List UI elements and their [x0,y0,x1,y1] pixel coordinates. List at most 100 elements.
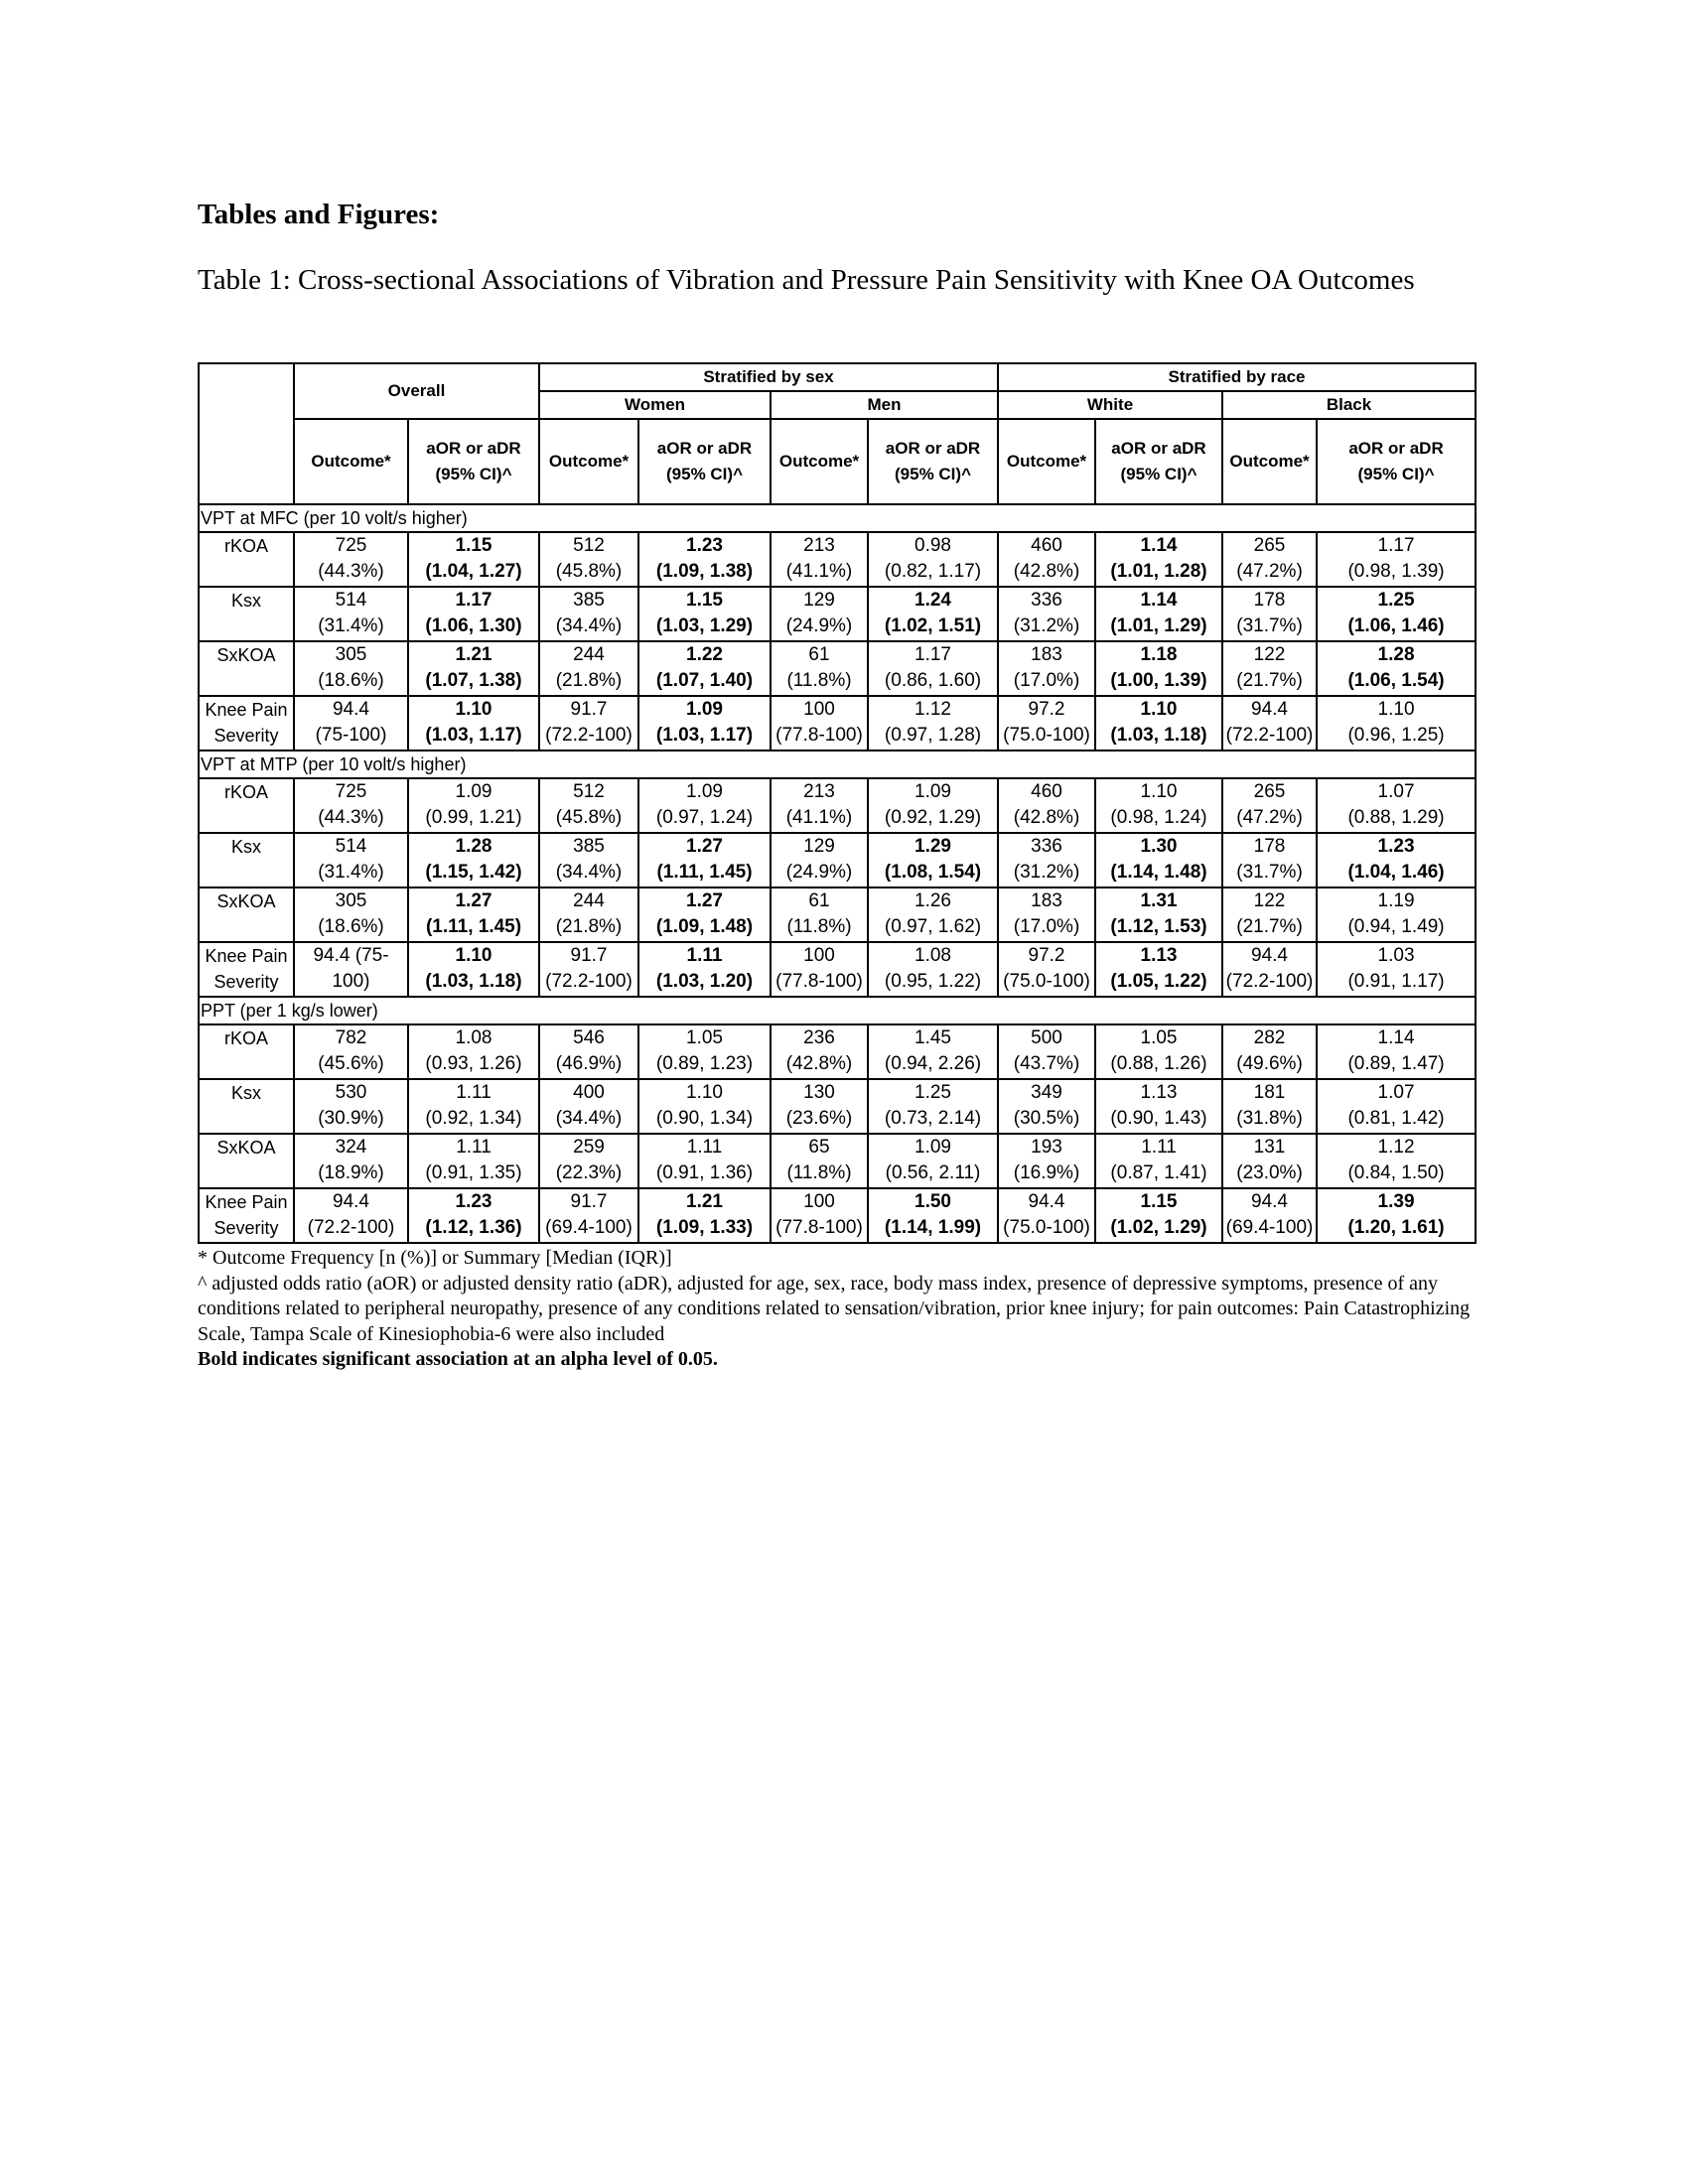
confidence-interval: (1.06, 1.46) [1347,615,1445,636]
estimate-value: 1.05 [686,1027,723,1048]
header-aor-ci: aOR or aDR (95% CI)^ [637,418,772,505]
outcome-line: (17.0%) [1013,670,1080,691]
estimate-cell: 1.13 (0.90, 1.43) [1094,1078,1224,1135]
outcome-line: 61 [808,890,830,911]
estimate-value: 0.98 [914,535,951,556]
estimate-cell: 1.11 (0.91, 1.35) [407,1133,540,1189]
estimate-cell: 1.09 (0.97, 1.24) [637,777,772,834]
outcome-cell: 349 (30.5%) [997,1078,1097,1135]
outcome-cell: 259 (22.3%) [538,1133,639,1189]
estimate-value: 1.10 [1140,699,1178,720]
table-row: rKOA 725 (44.3%) 1.09 (0.99, 1.21) 512 (45.8%)… [198,777,1477,834]
confidence-interval: (1.12, 1.36) [425,1217,522,1238]
outcome-cell: 122 (21.7%) [1221,887,1319,943]
header-white: White [997,390,1224,420]
outcome-line: (21.8%) [555,916,623,937]
outcome-line: (34.4%) [555,615,623,636]
confidence-interval: (1.01, 1.29) [1110,615,1207,636]
outcome-cell: 178 (31.7%) [1221,832,1319,888]
row-label: rKOA [198,777,295,834]
outcome-line: (43.7%) [1013,1053,1080,1074]
outcome-cell: 94.4 (75-100) [293,695,409,751]
confidence-interval: (1.03, 1.18) [1110,725,1207,746]
estimate-cell: 1.10 (0.90, 1.34) [637,1078,772,1135]
outcome-line: 94.4 [333,1191,369,1212]
outcome-cell: 236 (42.8%) [770,1024,869,1080]
estimate-value: 1.29 [914,836,951,857]
estimate-cell: 1.17 (1.06, 1.30) [407,586,540,642]
header-aor-line1: aOR or aDR [656,439,753,458]
estimate-value: 1.07 [1377,1082,1415,1103]
outcome-line: (18.9%) [318,1162,384,1183]
row-label-line: Severity [213,972,279,992]
header-aor-line1: aOR or aDR [885,439,981,458]
outcome-line: (69.4-100) [545,1217,633,1238]
confidence-interval: (1.02, 1.51) [884,615,982,636]
confidence-interval: (0.97, 1.28) [884,725,982,746]
estimate-value: 1.17 [914,644,951,665]
table-row: Ksx 530 (30.9%) 1.11 (0.92, 1.34) 400 (34.4%) 1… [198,1078,1477,1135]
outcome-line: 122 [1253,644,1286,665]
estimate-value: 1.13 [1140,1082,1178,1103]
estimate-value: 1.21 [455,644,492,665]
estimate-cell: 1.10 (0.96, 1.25) [1316,695,1477,751]
outcome-line: (31.7%) [1236,862,1303,883]
outcome-cell: 324 (18.9%) [293,1133,409,1189]
confidence-interval: (1.04, 1.46) [1347,862,1445,883]
footnote-adjusted: ^ adjusted odds ratio (aOR) or adjusted … [198,1272,1471,1345]
estimate-cell: 1.23 (1.12, 1.36) [407,1187,540,1244]
outcome-line: (72.2-100) [1225,971,1314,992]
estimate-value: 1.13 [1140,945,1178,966]
estimate-cell: 1.26 (0.97, 1.62) [866,887,1000,943]
confidence-interval: (1.03, 1.17) [425,725,522,746]
outcome-cell: 546 (46.9%) [538,1024,639,1080]
row-label-line: Knee Pain [205,1192,288,1212]
outcome-line: 546 [573,1027,605,1048]
outcome-line: (75-100) [315,725,387,746]
estimate-cell: 1.10 (1.03, 1.18) [1094,695,1224,751]
header-aor-ci: aOR or aDR (95% CI)^ [407,418,540,505]
outcome-line: (31.2%) [1013,862,1080,883]
estimate-cell: 1.15 (1.02, 1.29) [1094,1187,1224,1244]
outcome-cell: 725 (44.3%) [293,777,409,834]
confidence-interval: (1.07, 1.40) [655,670,754,691]
outcome-cell: 91.7 (72.2-100) [538,695,639,751]
outcome-cell: 94.4 (75.0-100) [997,1187,1097,1244]
outcome-line: (18.6%) [318,670,384,691]
outcome-line: (72.2-100) [545,971,633,992]
estimate-cell: 1.50 (1.14, 1.99) [866,1187,1000,1244]
header-aor-line2: (95% CI)^ [895,465,971,483]
estimate-cell: 1.10 (1.03, 1.18) [407,941,540,998]
table-caption: Table 1: Cross-sectional Associations of… [198,264,1415,296]
results-table: Overall Stratified by sex Stratified by … [197,362,1477,1244]
estimate-cell: 1.05 (0.88, 1.26) [1094,1024,1224,1080]
outcome-line: 514 [335,590,367,611]
outcome-line: 460 [1031,535,1062,556]
corner-cell [198,362,295,505]
outcome-line: 460 [1031,781,1062,802]
outcome-line: 385 [573,836,605,857]
outcome-line: 512 [573,781,605,802]
row-label: Knee Pain Severity [198,695,295,751]
confidence-interval: (0.88, 1.26) [1110,1053,1207,1074]
outcome-line: (22.3%) [555,1162,623,1183]
header-outcome: Outcome* [1221,418,1319,505]
outcome-cell: 94.4 (72.2-100) [1221,695,1319,751]
estimate-cell: 1.14 (1.01, 1.29) [1094,586,1224,642]
outcome-line: 129 [803,836,835,857]
confidence-interval: (1.08, 1.54) [884,862,982,883]
header-aor-line2: (95% CI)^ [1357,465,1435,483]
outcome-line: (42.8%) [785,1053,853,1074]
estimate-cell: 1.11 (0.92, 1.34) [407,1078,540,1135]
outcome-line: 100 [803,945,835,966]
outcome-line: 512 [573,535,605,556]
estimate-cell: 1.07 (0.88, 1.29) [1316,777,1477,834]
outcome-cell: 514 (31.4%) [293,586,409,642]
outcome-cell: 385 (34.4%) [538,832,639,888]
estimate-cell: 1.11 (0.91, 1.36) [637,1133,772,1189]
estimate-value: 1.11 [686,1137,723,1158]
header-aor-ci: aOR or aDR (95% CI)^ [866,418,1000,505]
outcome-line: (44.3%) [318,807,384,828]
confidence-interval: (1.11, 1.45) [425,916,522,937]
row-label: rKOA [198,1024,295,1080]
